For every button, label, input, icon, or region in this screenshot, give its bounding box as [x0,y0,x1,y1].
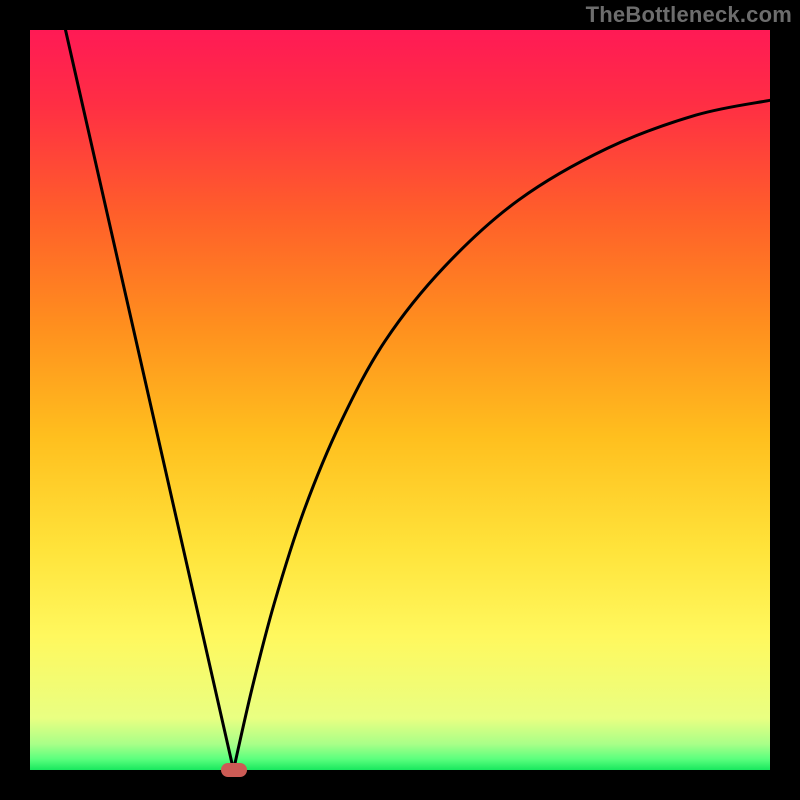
gradient-background [30,30,770,770]
watermark-text: TheBottleneck.com [586,2,792,28]
chart-frame: TheBottleneck.com [0,0,800,800]
vertex-marker [221,763,247,777]
